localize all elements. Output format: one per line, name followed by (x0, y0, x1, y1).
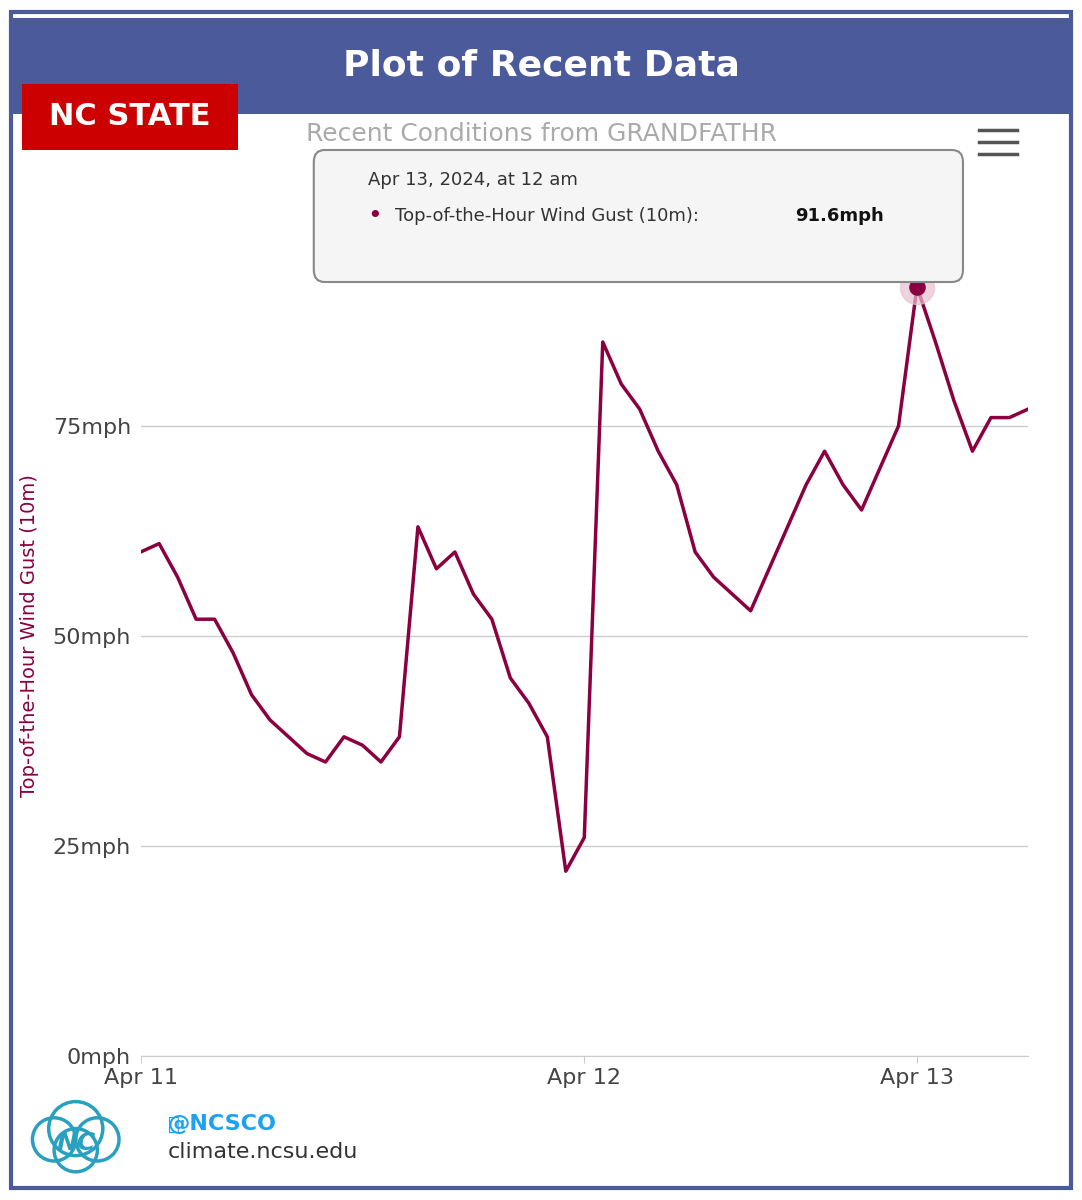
Text: Apr 13, 2024, at 12 am: Apr 13, 2024, at 12 am (368, 170, 578, 188)
Text: 91.6mph: 91.6mph (795, 206, 884, 226)
Text: 🐦: 🐦 (168, 1115, 180, 1134)
Text: @NCSCO: @NCSCO (168, 1115, 277, 1134)
Text: NC: NC (56, 1130, 95, 1154)
Text: Recent Conditions from GRANDFATHR: Recent Conditions from GRANDFATHR (305, 122, 777, 146)
Text: •: • (368, 204, 391, 228)
Text: climate.ncsu.edu: climate.ncsu.edu (168, 1142, 358, 1162)
Y-axis label: Top-of-the-Hour Wind Gust (10m): Top-of-the-Hour Wind Gust (10m) (19, 474, 39, 798)
Text: Plot of Recent Data: Plot of Recent Data (343, 49, 739, 83)
Point (908, 277, 925, 296)
Text: Top-of-the-Hour Wind Gust (10m):: Top-of-the-Hour Wind Gust (10m): (395, 206, 704, 226)
Text: Grandfather Mountain: Grandfather Mountain (426, 150, 656, 169)
Point (908, 277, 925, 296)
Text: NC STATE: NC STATE (49, 102, 211, 131)
